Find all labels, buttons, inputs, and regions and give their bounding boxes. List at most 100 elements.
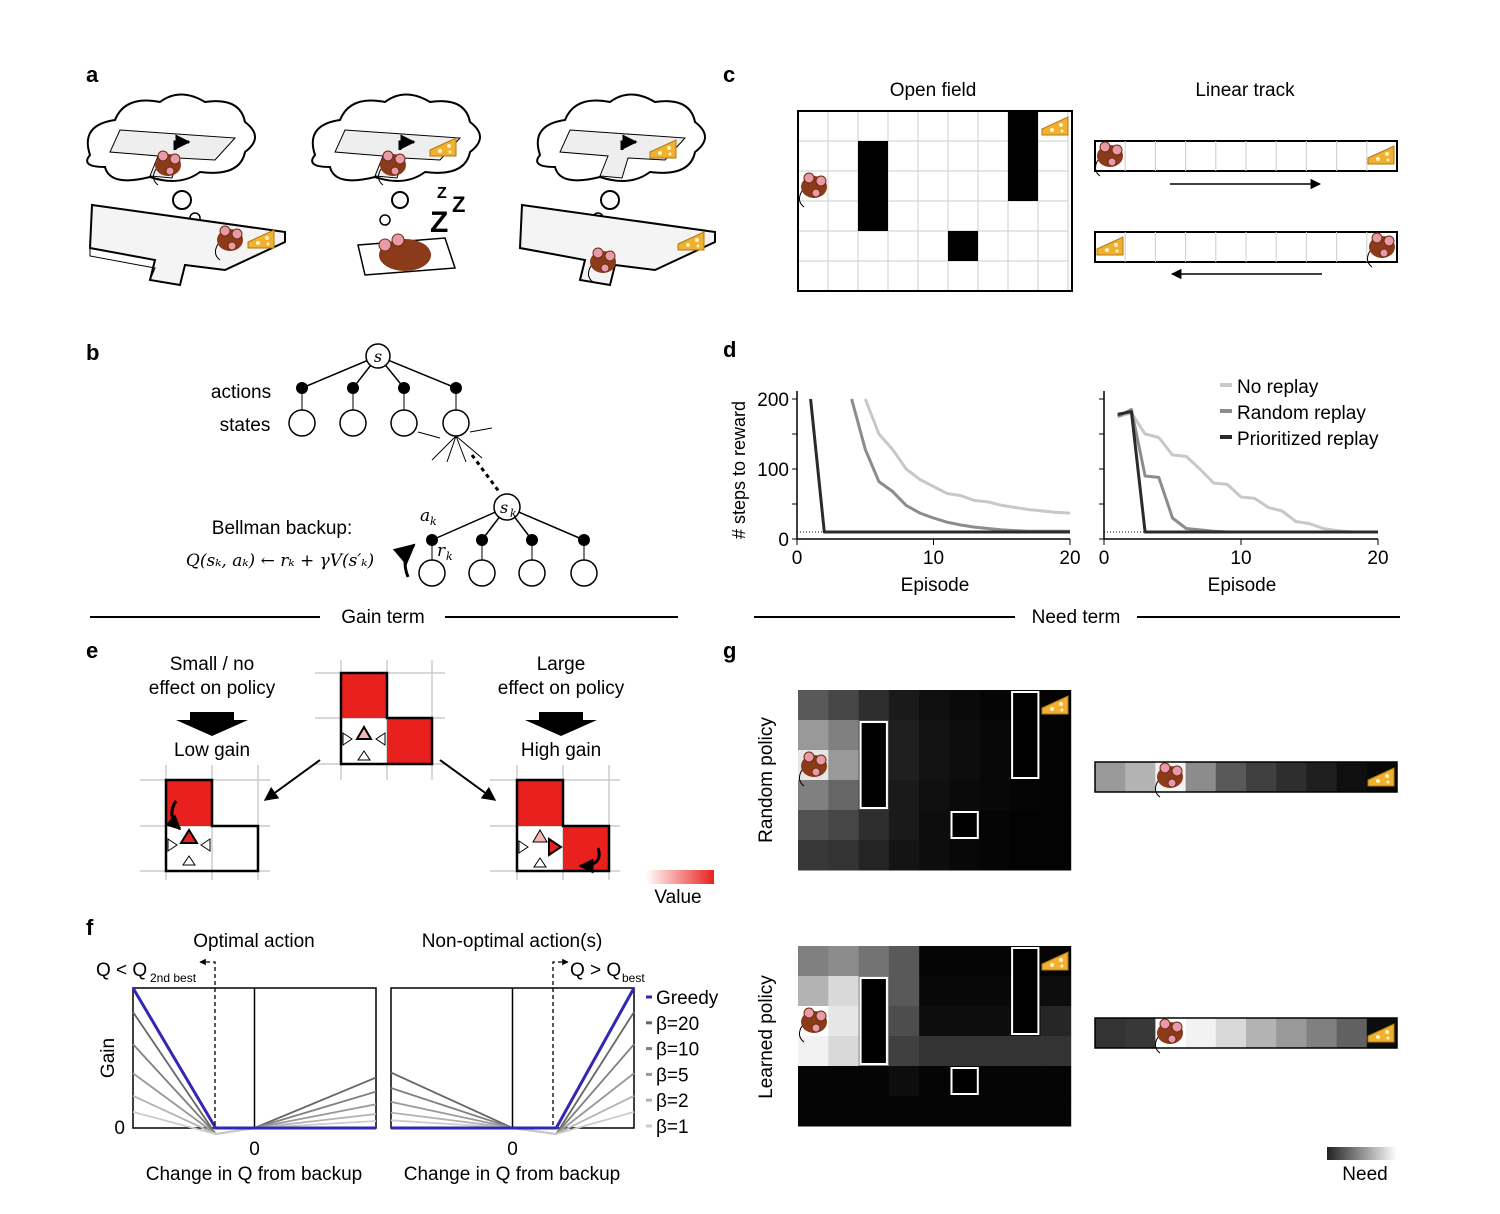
need-cell [888, 780, 920, 811]
panel-letter-b: b [86, 340, 99, 365]
panel-letter-e: e [86, 638, 98, 663]
f-q-left-sub: 2nd best [150, 971, 197, 985]
need-cell [828, 690, 860, 721]
need-cell [919, 810, 950, 841]
need-cell [858, 1096, 890, 1127]
x-tick-label: 20 [1367, 548, 1388, 569]
e-high-gain: High gain [521, 740, 601, 761]
bellman-equation: Q(sₖ, aₖ) ← rₖ + γV(s′ₖ) [186, 551, 374, 571]
sk-state-label: s [500, 498, 508, 517]
need-cell [1185, 762, 1217, 792]
x-tick-label: 10 [1230, 548, 1251, 569]
f-legend-label: Greedy [656, 988, 719, 1009]
legend-no-replay: No replay [1237, 377, 1319, 398]
need-heatmap-random-open-field [798, 690, 1072, 871]
need-cell [1125, 762, 1156, 792]
need-cell [798, 1066, 829, 1097]
need-cell [979, 1066, 1011, 1097]
linear-track-top [1094, 140, 1398, 190]
need-cell [828, 780, 860, 811]
z-glyph-1: Z [430, 206, 448, 239]
e-left-down-arrow [176, 712, 248, 736]
wall-block [1011, 947, 1040, 1035]
f-q-left: Q < Q [96, 960, 147, 981]
open-field-grid [797, 110, 1073, 292]
softmax-gain-curve [132, 1111, 377, 1135]
need-cell [828, 720, 860, 751]
wall-block [858, 141, 888, 231]
greedy-gain-curve [391, 987, 636, 1130]
legend-prioritized-replay: Prioritized replay [1237, 429, 1379, 450]
need-cell [949, 976, 981, 1007]
series-line-prioritized-replay [809, 398, 1070, 534]
need-cell [828, 1066, 860, 1097]
need-colorbar [1327, 1147, 1397, 1160]
panel-letter-f: f [86, 915, 94, 940]
f-legend-label: β=2 [656, 1091, 689, 1112]
awake-scene-2 [518, 93, 716, 287]
need-cell [949, 750, 981, 781]
value-label: Value [654, 887, 701, 908]
f-y-axis-label: Gain [98, 1038, 119, 1078]
d1-x-axis-label: Episode [901, 575, 970, 596]
need-cell [1040, 720, 1072, 751]
need-cell [919, 1036, 950, 1067]
panel-e: Small / no effect on policy Low gain Lar… [140, 654, 714, 908]
f-legend-label: β=5 [656, 1065, 689, 1086]
need-cell [1040, 1036, 1072, 1067]
need-cell [1040, 976, 1072, 1007]
f-legend-label: β=10 [656, 1040, 699, 1061]
panel-letter-a: a [86, 62, 99, 87]
softmax-gain-curve [390, 1111, 635, 1135]
need-cell [1306, 762, 1338, 792]
e-low-gain: Low gain [174, 740, 250, 761]
need-cell [828, 1036, 860, 1067]
need-cell [1040, 1066, 1072, 1097]
need-cell [979, 946, 1011, 977]
need-cell [979, 1096, 1011, 1127]
need-cell [1010, 1096, 1041, 1127]
need-cell [888, 1006, 920, 1037]
need-cell [828, 840, 860, 871]
need-cell [919, 720, 950, 751]
wall-block [948, 231, 978, 261]
need-cell [888, 1036, 920, 1067]
need-cell [1040, 810, 1072, 841]
wall-block [859, 721, 888, 809]
d2-x-axis-label: Episode [1208, 575, 1277, 596]
series-line-random-replay [1117, 408, 1378, 534]
bellman-title: Bellman backup: [212, 518, 352, 539]
need-cell [919, 690, 950, 721]
value-colorbar [646, 870, 714, 884]
f-legend-label: β=20 [656, 1014, 699, 1035]
need-cell [1125, 1018, 1156, 1048]
need-cell [828, 1096, 860, 1127]
need-cell [949, 690, 981, 721]
need-cell [1010, 840, 1041, 871]
ak-subscript: k [430, 515, 437, 528]
f1-title: Optimal action [193, 931, 314, 952]
need-cell [949, 1006, 981, 1037]
need-track-learned [1094, 1017, 1398, 1054]
need-cell [949, 1036, 981, 1067]
need-cell [1010, 1066, 1041, 1097]
need-cell [979, 810, 1011, 841]
need-cell [1010, 780, 1041, 811]
need-cell [798, 810, 829, 841]
need-cell [919, 1006, 950, 1037]
gain-plot-optimal: 00 [114, 987, 377, 1160]
need-cell [1040, 1096, 1072, 1127]
f1-x-axis-label: Change in Q from backup [146, 1164, 363, 1185]
panel-letter-c: c [723, 62, 735, 87]
need-cell [1040, 750, 1072, 781]
f2-title: Non-optimal action(s) [422, 931, 603, 952]
need-cell [1215, 762, 1247, 792]
need-cell [949, 1096, 981, 1127]
need-cell [1010, 810, 1041, 841]
panel-letter-d: d [723, 337, 736, 362]
need-cell [888, 690, 920, 721]
need-cell [979, 840, 1011, 871]
need-cell [949, 780, 981, 811]
random-policy-label: Random policy [756, 717, 777, 843]
